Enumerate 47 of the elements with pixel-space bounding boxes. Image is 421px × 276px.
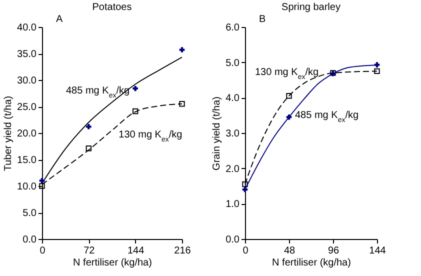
y-tick-label: 3.0 [226,128,240,140]
y-tick-label: 20.0 [17,128,37,140]
y-tick-label: 6.0 [226,22,240,34]
y-tick-label: 5.0 [226,58,240,69]
y-tick-label: 40.0 [17,22,37,34]
point [286,93,292,99]
y-tick-label: 15.0 [17,155,37,166]
point [374,68,380,74]
x-tick-label: 0 [40,246,46,256]
text: 130 mg K$_{ex}$/kg [118,129,182,143]
point [132,108,138,114]
y-tick-label: 5.0 [22,208,37,219]
x-axis-title: N fertiliser (kg/ha) [73,258,152,268]
chart-title: Potatoes [92,2,132,13]
y-tick-label: 1.0 [226,199,240,210]
text: B [259,14,266,25]
text: A [56,14,63,25]
chart-title: Spring barley [282,2,340,13]
x-tick-label: 0 [242,246,249,256]
point [39,178,45,184]
y-tick-label: 0.0 [22,234,37,246]
y-tick-label: 4.0 [226,93,240,104]
point [179,101,185,107]
series-label: 485 mg K$_{ex}$/kg [295,110,359,124]
x-tick-label: 144 [127,246,145,256]
point [179,47,185,52]
x-tick-label: 216 [174,246,192,256]
y-axis-title: Grain yield (t/ha) [212,96,223,170]
x-tick-label: 72 [84,246,96,256]
y-axis-title: Tuber yield (t/ha) [3,96,14,172]
series-label: 130 mg K$_{ex}$/kg [255,67,319,81]
x-tick-label: 144 [369,246,386,256]
point [374,62,380,68]
x-tick-label: 48 [284,246,296,256]
y-tick-label: 10.0 [17,182,37,192]
y-tick-label: 2.0 [226,164,240,175]
point [39,183,45,189]
y-tick-label: 35.0 [17,49,37,60]
x-tick-label: 96 [328,246,340,256]
y-tick-label: 30.0 [17,76,37,86]
point [242,181,248,188]
point [132,86,138,92]
point [86,124,92,130]
y-tick-label: 0.0 [226,234,240,246]
y-tick-label: 25.0 [17,102,37,113]
point [86,146,92,152]
x-axis-title: N fertiliser (kg/ha) [272,258,351,268]
